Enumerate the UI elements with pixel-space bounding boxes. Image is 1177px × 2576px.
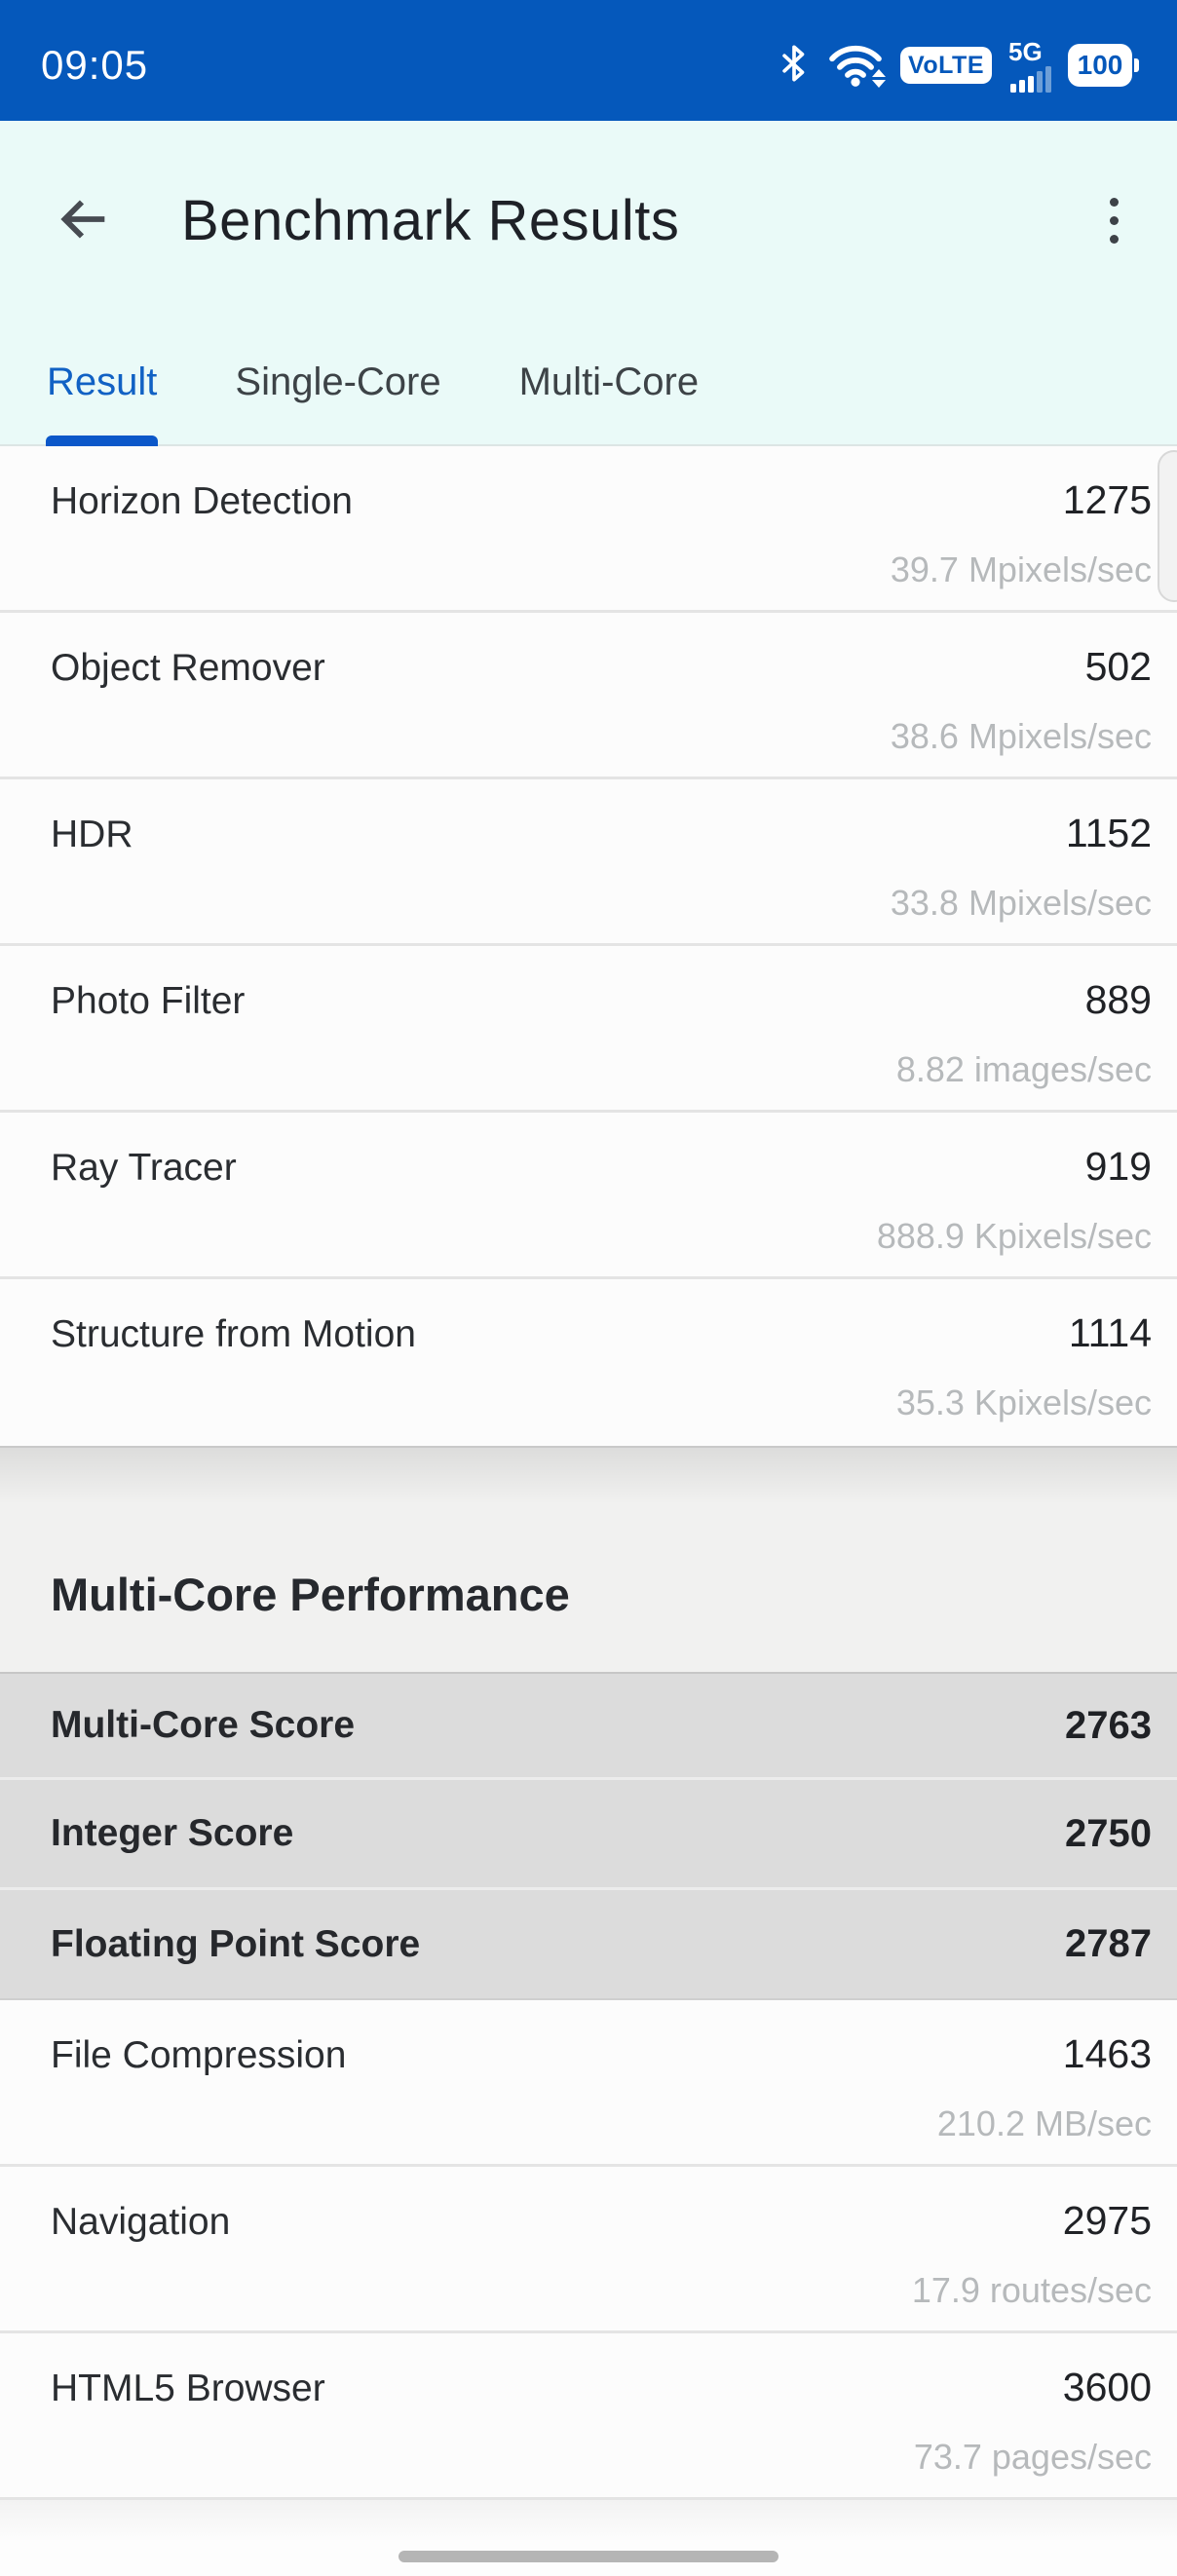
benchmark-name: Navigation — [51, 2201, 231, 2243]
wifi-icon — [827, 43, 887, 88]
benchmark-row: Photo Filter 889 8.82 images/sec — [0, 946, 1177, 1113]
benchmark-score: 2975 — [1062, 2198, 1152, 2243]
tab-multi-core[interactable]: Multi-Core — [518, 321, 700, 444]
battery-nub — [1134, 58, 1139, 72]
home-gesture-pill[interactable] — [399, 2551, 778, 2562]
benchmark-list-bottom: File Compression 1463 210.2 MB/sec Navig… — [0, 2000, 1177, 2500]
battery-level: 100 — [1077, 50, 1123, 80]
kebab-menu-icon — [1110, 198, 1119, 244]
bluetooth-icon — [778, 41, 811, 91]
benchmark-rate: 210.2 MB/sec — [936, 2103, 1152, 2143]
benchmark-name: Ray Tracer — [51, 1147, 237, 1189]
benchmark-score: 1463 — [1062, 2031, 1152, 2076]
benchmark-rate: 8.82 images/sec — [895, 1049, 1152, 1089]
score-value: 2763 — [1065, 1703, 1152, 1747]
tab-multi-core-label: Multi-Core — [518, 360, 700, 403]
benchmark-score: 1275 — [1062, 477, 1152, 522]
benchmark-row: Structure from Motion 1114 35.3 Kpixels/… — [0, 1279, 1177, 1446]
network-type-label: 5G — [1008, 36, 1043, 66]
status-icons: VoLTE 5G 100 — [778, 39, 1140, 93]
benchmark-row: Object Remover 502 38.6 Mpixels/sec — [0, 613, 1177, 779]
benchmark-name: Horizon Detection — [51, 480, 353, 522]
benchmark-rate: 17.9 routes/sec — [911, 2270, 1152, 2310]
score-row: Floating Point Score 2787 — [0, 1890, 1177, 2000]
benchmark-row: File Compression 1463 210.2 MB/sec — [0, 2000, 1177, 2167]
benchmark-rate: 888.9 Kpixels/sec — [876, 1216, 1152, 1256]
signal-5g-icon: 5G — [1008, 39, 1051, 93]
benchmark-name: File Compression — [51, 2034, 347, 2076]
benchmark-rate: 39.7 Mpixels/sec — [890, 549, 1152, 589]
status-bar: 09:05 VoLTE 5G — [0, 0, 1177, 121]
score-label: Integer Score — [51, 1812, 294, 1854]
active-tab-indicator — [46, 436, 159, 446]
tab-result-label: Result — [47, 360, 158, 403]
benchmark-rate: 73.7 pages/sec — [913, 2437, 1152, 2477]
section-header: Multi-Core Performance — [0, 1446, 1177, 1672]
score-label: Multi-Core Score — [51, 1704, 356, 1746]
score-value: 2750 — [1065, 1811, 1152, 1855]
benchmark-rate: 38.6 Mpixels/sec — [890, 716, 1152, 756]
tab-single-core-label: Single-Core — [235, 360, 441, 403]
benchmark-row: Horizon Detection 1275 39.7 Mpixels/sec — [0, 446, 1177, 613]
signal-bars-icon — [1010, 65, 1051, 93]
benchmark-score: 1152 — [1065, 811, 1152, 855]
wifi-traffic-arrows-icon — [872, 69, 887, 88]
benchmark-rate: 33.8 Mpixels/sec — [890, 883, 1152, 923]
benchmark-name: Structure from Motion — [51, 1313, 416, 1355]
benchmark-name: Photo Filter — [51, 980, 246, 1022]
benchmark-row: HDR 1152 33.8 Mpixels/sec — [0, 779, 1177, 946]
section-title: Multi-Core Performance — [51, 1569, 570, 1620]
benchmark-row: Ray Tracer 919 888.9 Kpixels/sec — [0, 1113, 1177, 1279]
tab-bar: Result Single-Core Multi-Core — [0, 321, 1177, 446]
tab-single-core[interactable]: Single-Core — [234, 321, 441, 444]
benchmark-score: 3600 — [1062, 2365, 1152, 2409]
benchmark-name: HTML5 Browser — [51, 2368, 325, 2409]
volte-badge: VoLTE — [900, 47, 992, 84]
benchmark-rate: 35.3 Kpixels/sec — [895, 1383, 1152, 1422]
tab-result[interactable]: Result — [46, 321, 159, 446]
benchmark-score: 502 — [1084, 644, 1152, 689]
back-arrow-icon — [55, 192, 109, 249]
benchmark-score: 919 — [1084, 1144, 1152, 1189]
benchmark-row: Navigation 2975 17.9 routes/sec — [0, 2167, 1177, 2333]
status-time: 09:05 — [41, 42, 149, 88]
overflow-menu-button[interactable] — [1096, 188, 1132, 253]
benchmark-score: 889 — [1084, 977, 1152, 1022]
score-label: Floating Point Score — [51, 1922, 421, 1965]
benchmark-name: HDR — [51, 814, 133, 855]
scrollbar-thumb[interactable] — [1158, 450, 1177, 602]
score-row: Multi-Core Score 2763 — [0, 1672, 1177, 1780]
app-header: Benchmark Results — [0, 121, 1177, 321]
benchmark-name: Object Remover — [51, 647, 325, 689]
score-row: Integer Score 2750 — [0, 1780, 1177, 1890]
benchmark-score: 1114 — [1068, 1310, 1152, 1355]
score-value: 2787 — [1065, 1922, 1152, 1965]
score-list: Multi-Core Score 2763 Integer Score 2750… — [0, 1672, 1177, 2000]
battery-icon: 100 — [1068, 44, 1139, 87]
benchmark-list-top: Horizon Detection 1275 39.7 Mpixels/sec … — [0, 446, 1177, 1446]
benchmark-row: HTML5 Browser 3600 73.7 pages/sec — [0, 2333, 1177, 2500]
gesture-bar — [0, 2500, 1177, 2576]
page-title: Benchmark Results — [181, 189, 680, 252]
back-button[interactable] — [55, 192, 113, 250]
